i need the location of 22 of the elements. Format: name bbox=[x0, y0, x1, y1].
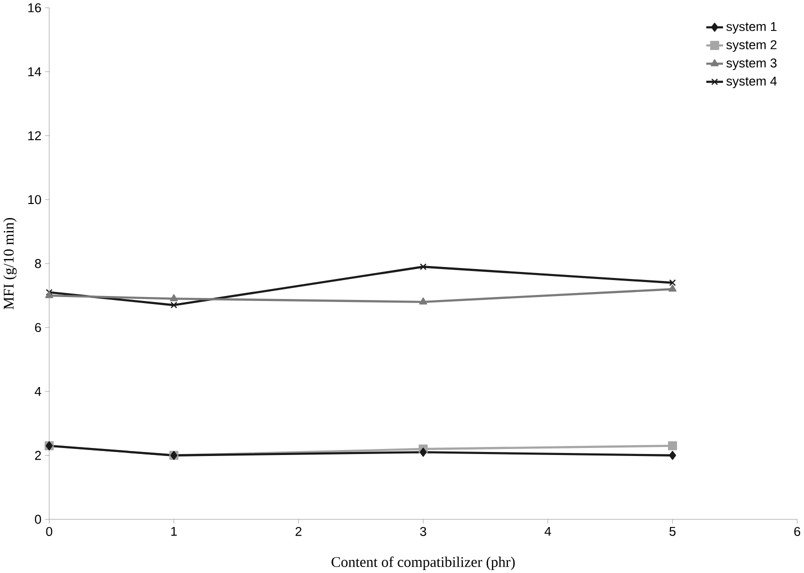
legend-label: system 1 bbox=[726, 22, 776, 34]
y-tick-label: 16 bbox=[28, 3, 41, 12]
x-tick-label: 3 bbox=[420, 526, 426, 536]
y-tick-label: 10 bbox=[28, 194, 42, 204]
x-tick-label: 1 bbox=[171, 526, 177, 536]
legend-label: system 4 bbox=[726, 76, 777, 88]
y-tick-label: 2 bbox=[35, 450, 41, 460]
y-tick-label: 0 bbox=[34, 514, 42, 524]
x-tick-label: 4 bbox=[544, 526, 552, 536]
y-tick-label: 8 bbox=[34, 258, 41, 268]
x-axis-title: Content of compatibilizer (phr) bbox=[332, 556, 515, 570]
x-tick-label: 6 bbox=[794, 526, 800, 536]
y-tick-label: 6 bbox=[35, 322, 41, 332]
x-tick-label: 0 bbox=[46, 526, 52, 536]
x-tick-label: 5 bbox=[669, 526, 676, 536]
x-tick-label: 2 bbox=[296, 526, 302, 536]
legend-label: system 2 bbox=[726, 40, 776, 52]
y-tick-label: 4 bbox=[34, 386, 42, 396]
y-axis-title: MFI (g/10 min) bbox=[3, 218, 17, 310]
y-tick-label: 14 bbox=[28, 67, 42, 76]
legend-label: system 3 bbox=[726, 58, 777, 70]
y-tick-label: 12 bbox=[28, 131, 41, 140]
